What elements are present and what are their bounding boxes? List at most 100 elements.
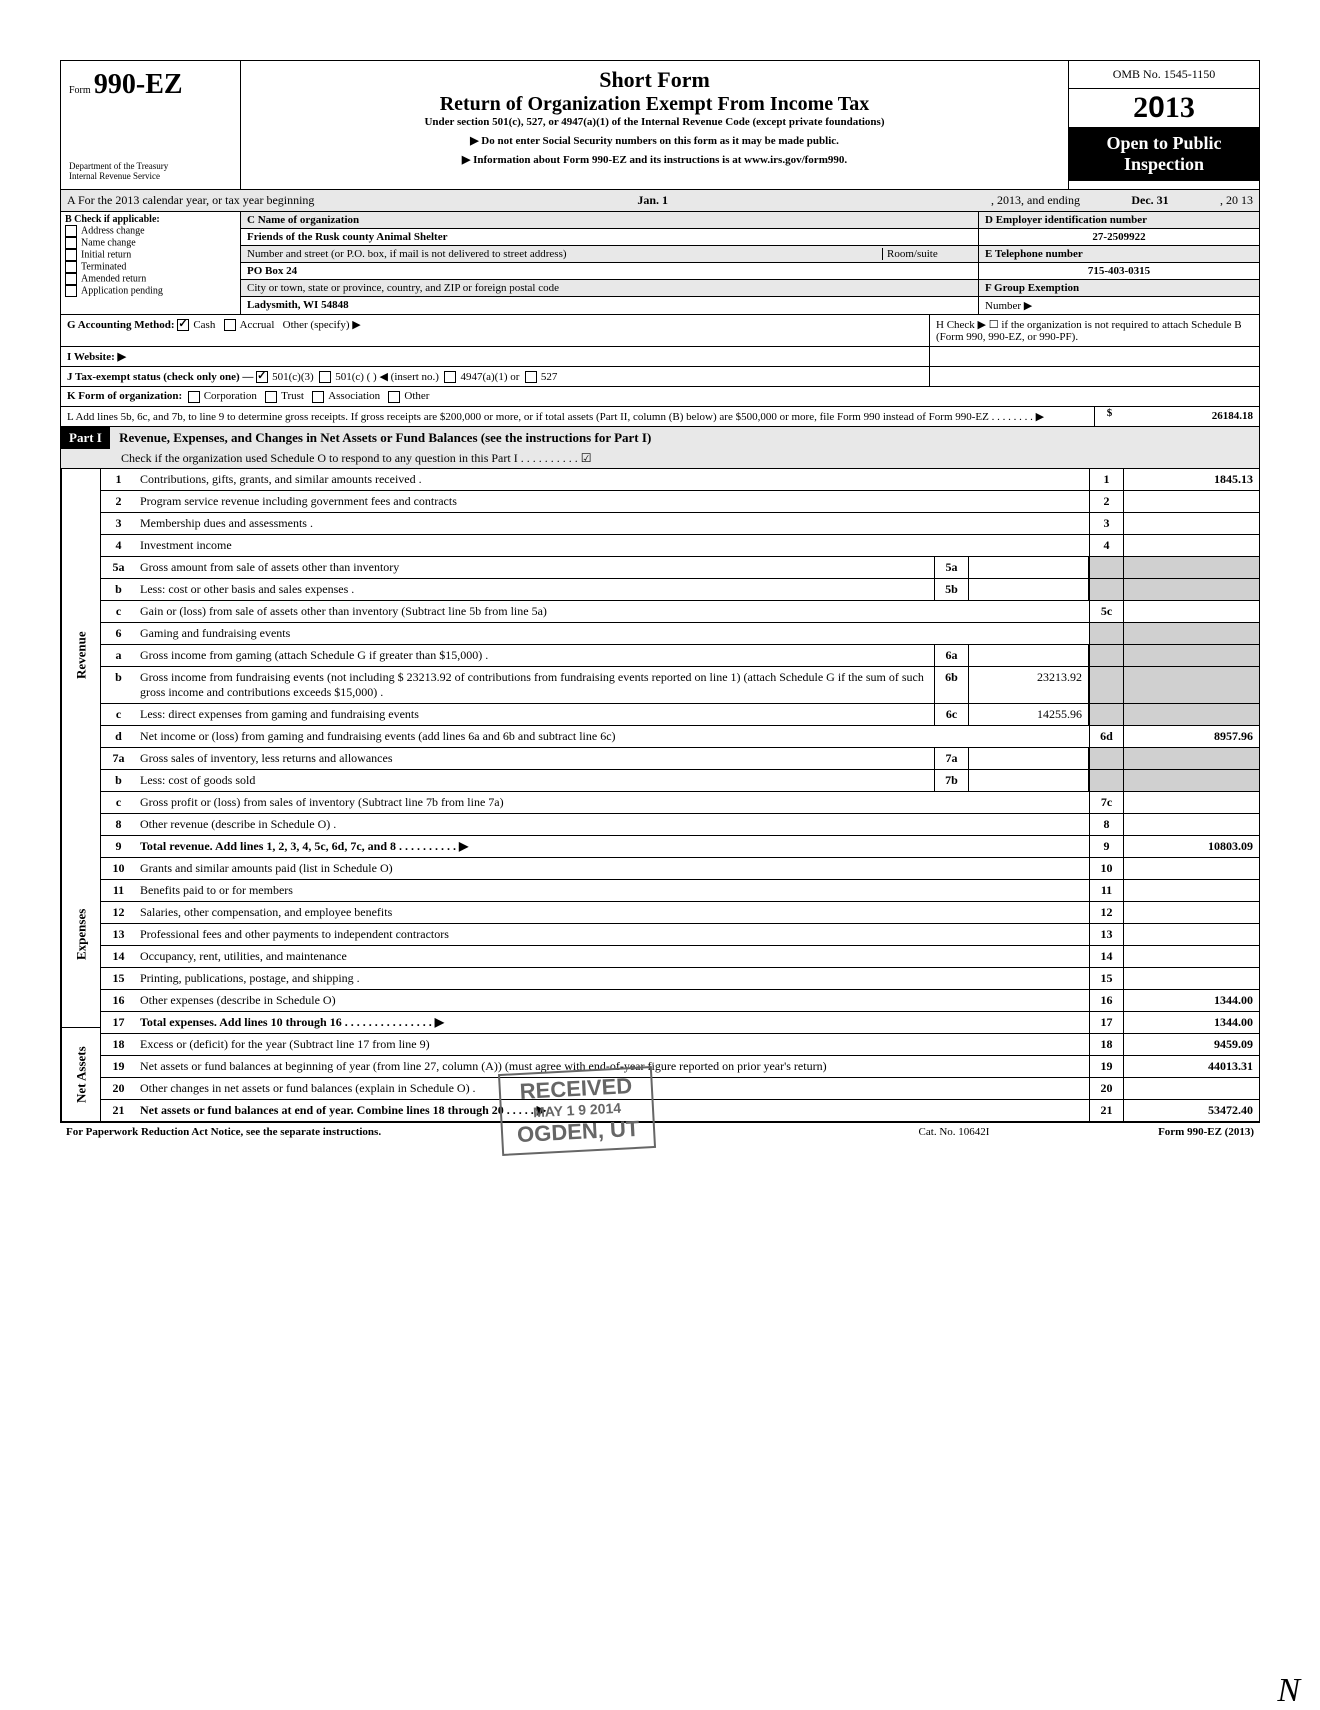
row-i: I Website: ▶ — [61, 347, 1259, 367]
chk-527[interactable] — [525, 371, 537, 383]
line-number: 2 — [101, 491, 136, 512]
line-number: b — [101, 667, 136, 703]
line-number: 15 — [101, 968, 136, 989]
row-a-label: A For the 2013 calendar year, or tax yea… — [67, 193, 314, 208]
row-k: K Form of organization: Corporation Trus… — [61, 387, 1259, 406]
line-number: 20 — [101, 1078, 136, 1099]
side-expenses: Expenses — [61, 841, 101, 1028]
line-description: Benefits paid to or for members — [136, 880, 1089, 901]
chk-corp[interactable] — [188, 391, 200, 403]
end-line-number: 16 — [1089, 990, 1124, 1011]
line-row: 5aGross amount from sale of assets other… — [101, 557, 1259, 579]
line-row: aGross income from gaming (attach Schedu… — [101, 645, 1259, 667]
line-description: Gross income from gaming (attach Schedul… — [136, 645, 934, 666]
line-row: cGross profit or (loss) from sales of in… — [101, 792, 1259, 814]
end-line-value — [1124, 924, 1259, 945]
chk-cash[interactable] — [177, 319, 189, 331]
line-row: 9Total revenue. Add lines 1, 2, 3, 4, 5c… — [101, 836, 1259, 858]
end-line-value — [1124, 770, 1259, 791]
chk-app-pending[interactable]: Application pending — [65, 285, 236, 297]
chk-501c3[interactable] — [256, 371, 268, 383]
part1-title: Revenue, Expenses, and Changes in Net As… — [113, 427, 657, 448]
j-label: J Tax-exempt status (check only one) — — [67, 371, 253, 383]
line-number: 5a — [101, 557, 136, 578]
line-number: 3 — [101, 513, 136, 534]
row-j: J Tax-exempt status (check only one) — 5… — [61, 367, 1259, 387]
mid-line-value — [969, 557, 1089, 578]
line-row: cLess: direct expenses from gaming and f… — [101, 704, 1259, 726]
end-line-number — [1089, 667, 1124, 703]
part1-label: Part I — [61, 427, 110, 449]
line-row: 13Professional fees and other payments t… — [101, 924, 1259, 946]
line-number: 9 — [101, 836, 136, 857]
chk-trust[interactable] — [265, 391, 277, 403]
end-line-number: 11 — [1089, 880, 1124, 901]
end-line-number: 14 — [1089, 946, 1124, 967]
footer-left: For Paperwork Reduction Act Notice, see … — [66, 1126, 854, 1138]
end-line-value — [1124, 645, 1259, 666]
line-description: Membership dues and assessments . — [136, 513, 1089, 534]
end-line-value — [1124, 601, 1259, 622]
l-text: L Add lines 5b, 6c, and 7b, to line 9 to… — [67, 411, 1044, 423]
tax-year: 20201313 — [1069, 89, 1259, 127]
org-address: PO Box 24 — [241, 263, 978, 280]
f-label2: Number ▶ — [985, 300, 1032, 312]
mid-line-value — [969, 579, 1089, 600]
end-line-number — [1089, 770, 1124, 791]
line-row: 15Printing, publications, postage, and s… — [101, 968, 1259, 990]
header-right: OMB No. 1545-1150 20201313 Open to Publi… — [1069, 61, 1259, 189]
end-line-number: 15 — [1089, 968, 1124, 989]
chk-4947[interactable] — [444, 371, 456, 383]
line-row: 21Net assets or fund balances at end of … — [101, 1100, 1259, 1122]
chk-terminated[interactable]: Terminated — [65, 261, 236, 273]
line-description: Printing, publications, postage, and shi… — [136, 968, 1089, 989]
mid-line-number: 5b — [934, 579, 969, 600]
line-number: 8 — [101, 814, 136, 835]
line-number: a — [101, 645, 136, 666]
end-line-value — [1124, 557, 1259, 578]
chk-amended[interactable]: Amended return — [65, 273, 236, 285]
initial-mark: N — [1277, 1672, 1300, 1710]
e-label: E Telephone number — [985, 248, 1083, 260]
chk-accrual[interactable] — [224, 319, 236, 331]
col-b: B Check if applicable: Address change Na… — [61, 212, 241, 314]
line-number: 18 — [101, 1034, 136, 1055]
omb-number: OMB No. 1545-1150 — [1069, 61, 1259, 89]
chk-other[interactable] — [388, 391, 400, 403]
end-line-value — [1124, 968, 1259, 989]
chk-501c[interactable] — [319, 371, 331, 383]
line-row: 6Gaming and fundraising events — [101, 623, 1259, 645]
chk-assoc[interactable] — [312, 391, 324, 403]
line-number: c — [101, 601, 136, 622]
dept-line1: Department of the Treasury — [69, 161, 232, 171]
chk-address-change[interactable]: Address change — [65, 225, 236, 237]
end-line-value — [1124, 667, 1259, 703]
end-line-number — [1089, 704, 1124, 725]
end-line-value: 1344.00 — [1124, 990, 1259, 1011]
line-number: 11 — [101, 880, 136, 901]
end-line-value — [1124, 946, 1259, 967]
line-description: Occupancy, rent, utilities, and maintena… — [136, 946, 1089, 967]
line-number: d — [101, 726, 136, 747]
line-description: Excess or (deficit) for the year (Subtra… — [136, 1034, 1089, 1055]
end-line-number — [1089, 748, 1124, 769]
period-end: Dec. 31 — [1080, 193, 1220, 208]
row-a-yr: , 20 13 — [1220, 193, 1253, 208]
end-line-value: 9459.09 — [1124, 1034, 1259, 1055]
mid-line-number: 7a — [934, 748, 969, 769]
line-row: 8Other revenue (describe in Schedule O) … — [101, 814, 1259, 836]
line-description: Grants and similar amounts paid (list in… — [136, 858, 1089, 879]
line-row: 18Excess or (deficit) for the year (Subt… — [101, 1034, 1259, 1056]
chk-initial-return[interactable]: Initial return — [65, 249, 236, 261]
city-label: City or town, state or province, country… — [241, 280, 978, 297]
line-description: Gaming and fundraising events — [136, 623, 1089, 644]
part1-header-row: Part I Revenue, Expenses, and Changes in… — [61, 427, 1259, 469]
line-description: Gross income from fundraising events (no… — [136, 667, 934, 703]
mid-line-value: 14255.96 — [969, 704, 1089, 725]
chk-name-change[interactable]: Name change — [65, 237, 236, 249]
line-row: 17Total expenses. Add lines 10 through 1… — [101, 1012, 1259, 1034]
f-label: F Group Exemption — [985, 282, 1079, 294]
row-a: A For the 2013 calendar year, or tax yea… — [61, 190, 1259, 212]
line-number: c — [101, 792, 136, 813]
line-description: Other changes in net assets or fund bala… — [136, 1078, 1089, 1099]
